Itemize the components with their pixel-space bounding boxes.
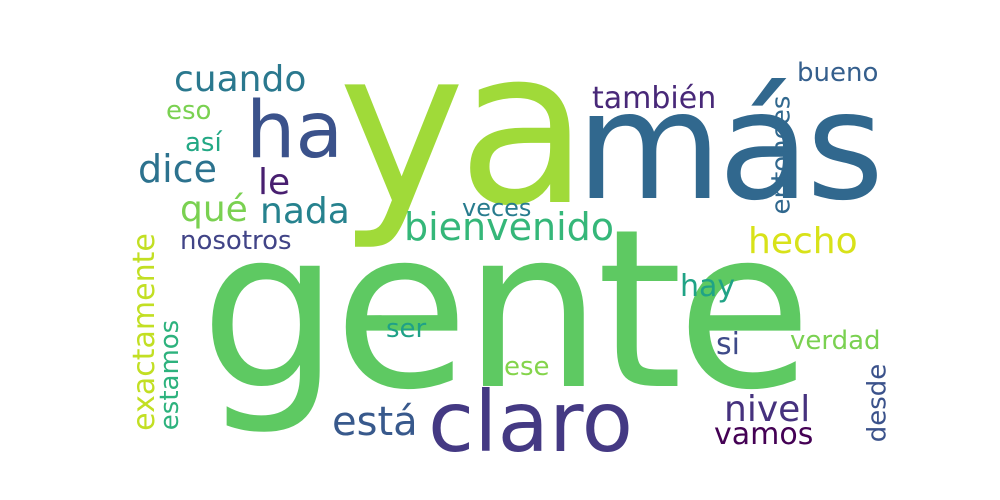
- word-estamos: estamos: [155, 319, 186, 431]
- word-gente: gente: [200, 182, 812, 438]
- word-ser: ser: [386, 314, 427, 344]
- word-le: le: [258, 162, 291, 203]
- word-nivel: nivel: [724, 389, 811, 430]
- word-bueno: bueno: [797, 58, 879, 88]
- word-si: si: [716, 327, 740, 362]
- word-eso: eso: [166, 96, 212, 126]
- word-dice: dice: [138, 147, 217, 191]
- word-nosotros: nosotros: [180, 226, 292, 256]
- word-verdad: verdad: [790, 326, 881, 356]
- word-desde: desde: [862, 363, 893, 443]
- word-vamos: vamos: [714, 417, 814, 452]
- word-veces: veces: [462, 194, 532, 222]
- word-esta: está: [332, 399, 418, 445]
- word-tambien: también: [592, 81, 717, 116]
- word-claro: claro: [428, 373, 634, 471]
- word-entonces: entonces: [766, 95, 797, 215]
- word-bienvenido: bienvenido: [404, 205, 615, 249]
- word-mas: más: [576, 60, 884, 234]
- word-cuando: cuando: [174, 59, 307, 100]
- word-hecho: hecho: [748, 221, 858, 262]
- word-ese: ese: [504, 352, 550, 382]
- word-que: qué: [180, 189, 248, 230]
- word-asi: así: [185, 128, 222, 158]
- word-nada: nada: [260, 191, 350, 232]
- word-ya: ya: [338, 2, 589, 253]
- word-hay: hay: [680, 269, 736, 304]
- word-ha: ha: [246, 86, 344, 176]
